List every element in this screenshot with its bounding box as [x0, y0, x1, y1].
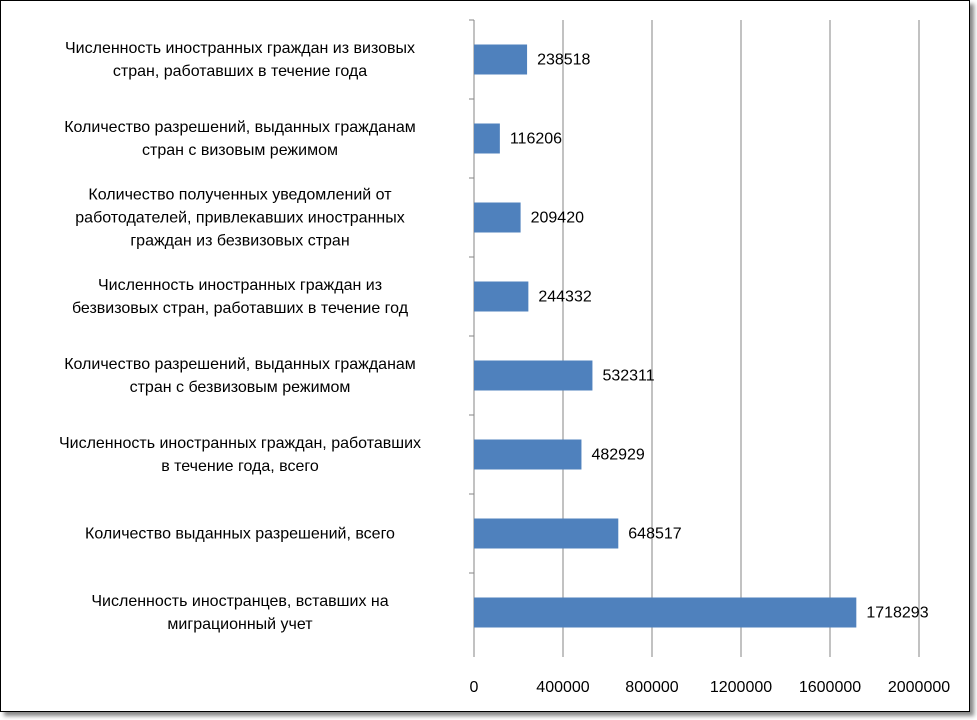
x-tick-label: 0 — [470, 679, 479, 696]
bar — [474, 439, 582, 470]
y-tick-label: Количество полученных уведомлений от раб… — [75, 186, 405, 249]
bar — [474, 281, 529, 312]
y-tick-label: Численность иностранцев, вставших на миг… — [91, 592, 389, 633]
data-label: 1718293 — [866, 605, 928, 622]
bar — [474, 123, 500, 154]
bar — [474, 202, 521, 233]
bar — [474, 360, 593, 391]
x-tick-label: 400000 — [536, 679, 589, 696]
data-label: 482929 — [591, 447, 644, 464]
x-tick-label: 800000 — [625, 679, 678, 696]
y-tick-label: Количество разрешений, выданных граждана… — [64, 118, 416, 159]
bar — [474, 518, 619, 549]
data-label: 238518 — [537, 52, 590, 69]
y-tick-label: Численность иностранных граждан из визов… — [65, 39, 415, 80]
y-tick-label: Количество разрешений, выданных граждана… — [64, 355, 416, 396]
data-label: 116206 — [510, 131, 562, 148]
y-tick-label: Численность иностранных граждан из безви… — [71, 276, 409, 317]
y-tick-label: Численность иностранных граждан, работав… — [58, 434, 422, 475]
x-tick-label: 2000000 — [888, 679, 950, 696]
data-label: 244332 — [538, 289, 591, 306]
x-tick-label: 1200000 — [710, 679, 772, 696]
bar — [474, 44, 528, 75]
data-label: 532311 — [602, 368, 654, 385]
x-tick-label: 1600000 — [799, 679, 861, 696]
data-label: 209420 — [531, 210, 584, 227]
bar — [474, 597, 857, 628]
data-label: 648517 — [628, 526, 681, 543]
y-tick-label: Количество выданных разрешений, всего — [85, 525, 395, 542]
